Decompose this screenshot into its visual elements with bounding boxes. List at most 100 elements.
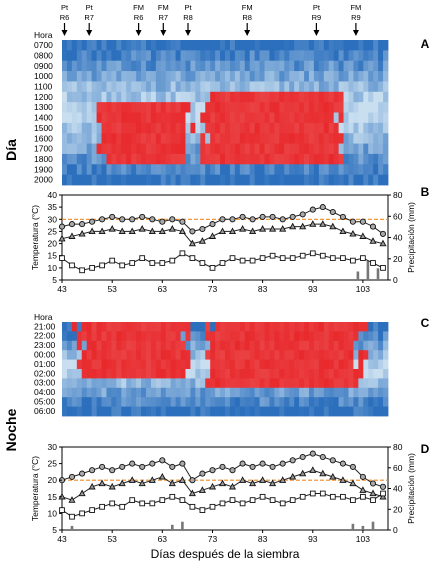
data-point-square	[69, 262, 75, 269]
heatmap-cell	[165, 122, 172, 134]
heatmap-cell	[249, 60, 256, 72]
heatmap-cell	[323, 387, 330, 398]
heatmap-cell	[210, 378, 216, 389]
heatmap-cell	[155, 406, 162, 417]
data-point-circle	[289, 457, 296, 464]
heatmap-cell	[81, 397, 88, 407]
heatmap-cell	[259, 81, 265, 93]
heatmap-cell	[328, 91, 335, 103]
heatmap-row-label: 1900	[34, 164, 53, 174]
heatmap-cell	[165, 331, 172, 342]
y-tick-label: 10	[48, 508, 58, 518]
data-point-triangle	[249, 227, 257, 235]
heatmap-cell	[136, 359, 142, 370]
heatmap-cell	[106, 331, 112, 342]
heatmap-cell	[81, 71, 88, 82]
heatmap-cell	[229, 112, 236, 124]
heatmap-cell	[71, 340, 78, 351]
heatmap-cell	[249, 322, 256, 332]
heatmap-cell	[136, 369, 142, 379]
data-point-square	[259, 493, 266, 500]
heatmap-cell	[180, 340, 186, 351]
heatmap-cell	[229, 40, 236, 51]
heatmap-cell	[308, 350, 315, 360]
heatmap-cell	[318, 112, 325, 124]
heatmap-cell	[106, 122, 112, 134]
heatmap-cell	[111, 331, 117, 342]
heatmap-cell	[254, 50, 260, 62]
heatmap-cell	[383, 369, 389, 379]
data-point-circle	[99, 463, 106, 470]
heatmap-cell	[269, 102, 275, 113]
panel-letter-b: B	[421, 185, 430, 199]
heatmap-cell	[259, 406, 265, 417]
heatmap-cell	[318, 387, 325, 398]
heatmap-cell	[225, 340, 231, 351]
data-point-triangle	[379, 239, 387, 247]
heatmap-cell	[284, 112, 290, 124]
heatmap-cell	[358, 174, 364, 186]
heatmap-cell	[234, 91, 241, 103]
heatmap-cell	[215, 153, 221, 165]
heatmap-cell	[210, 350, 216, 360]
heatmap-cell	[328, 331, 335, 342]
heatmap-cell	[76, 174, 83, 186]
heatmap-cell	[91, 153, 97, 165]
heatmap-cell	[308, 331, 315, 342]
heatmap-cell	[205, 174, 211, 186]
heatmap-cell	[66, 40, 73, 51]
heatmap-cell	[180, 133, 186, 144]
heatmap-cell	[333, 122, 340, 134]
data-point-circle	[149, 460, 156, 467]
heatmap-cell	[86, 153, 93, 165]
heatmap-cell	[150, 112, 157, 124]
heatmap-cell	[200, 397, 206, 407]
heatmap-cell	[363, 340, 369, 351]
heatmap-cell	[76, 60, 83, 72]
heatmap-cell	[313, 81, 320, 93]
heatmap-cell	[210, 91, 216, 103]
heatmap-cell	[145, 359, 152, 370]
heatmap-cell	[225, 397, 231, 407]
heatmap-cell	[264, 91, 270, 103]
heatmap-cell	[91, 91, 97, 103]
heatmap-cell	[215, 387, 221, 398]
data-point-triangle	[228, 482, 237, 490]
precipitation-bar	[376, 268, 380, 280]
heatmap-cell	[200, 350, 206, 360]
heatmap-cell	[215, 369, 221, 379]
heatmap-cell	[239, 81, 246, 93]
y2-tick-label: 80	[393, 442, 403, 452]
heatmap-cell	[165, 164, 172, 176]
heatmap-cell	[81, 40, 88, 51]
heatmap-cell	[225, 369, 231, 379]
heatmap-cell	[274, 331, 280, 342]
heatmap-cell	[96, 81, 102, 93]
heatmap-cell	[116, 122, 122, 134]
heatmap-cell	[136, 164, 142, 176]
heatmap-cell	[383, 322, 389, 332]
heatmap-cell	[111, 112, 117, 124]
heatmap-cell	[383, 60, 389, 72]
heatmap-cell	[358, 153, 364, 165]
heatmap-cell	[141, 331, 147, 342]
heatmap-cell	[96, 133, 102, 144]
heatmap-cell	[343, 406, 349, 417]
heatmap-cell	[328, 378, 335, 389]
heatmap-cell	[274, 164, 280, 176]
heatmap-cell	[373, 331, 379, 342]
data-point-square	[209, 265, 216, 271]
heatmap-cell	[373, 340, 379, 351]
heatmap-cell	[141, 71, 147, 82]
heatmap-cell	[323, 378, 330, 389]
heatmap-cell	[304, 369, 310, 379]
data-point-square	[350, 497, 356, 503]
heatmap-cell	[210, 133, 216, 144]
heatmap-cell	[343, 71, 349, 82]
heatmap-cell	[180, 91, 186, 103]
heatmap-cell	[229, 387, 236, 398]
heatmap-cell	[338, 102, 344, 113]
heatmap-cell	[368, 331, 374, 342]
heatmap-cell	[155, 350, 162, 360]
heatmap-cell	[244, 81, 251, 93]
